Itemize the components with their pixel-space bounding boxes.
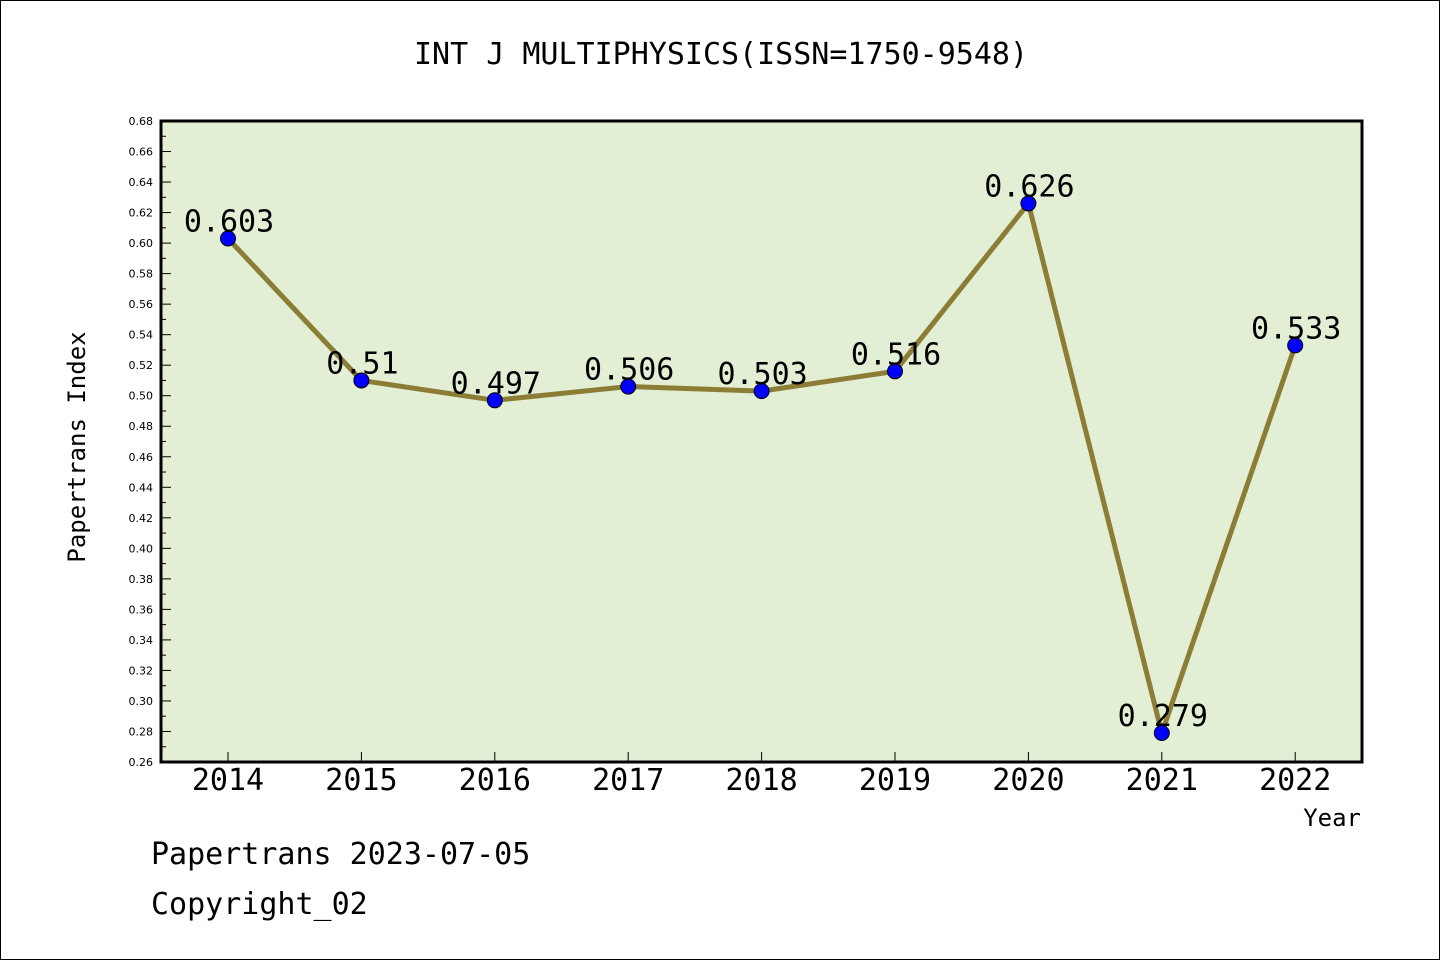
y-tick-label: 0.52 (129, 359, 154, 372)
y-tick-label: 0.36 (129, 603, 154, 616)
plot-area (159, 119, 1364, 764)
y-tick-label: 0.68 (129, 115, 154, 128)
x-tick-label: 2018 (725, 763, 797, 798)
y-tick-label: 0.60 (129, 237, 154, 250)
data-point (486, 392, 503, 409)
y-tick-label: 0.42 (129, 512, 154, 525)
data-markers (220, 195, 1304, 742)
data-label: 0.516 (851, 337, 941, 372)
data-label: 0.503 (717, 357, 807, 392)
y-tick-label: 0.40 (129, 542, 154, 555)
data-point (1287, 337, 1304, 354)
y-tick-label: 0.34 (129, 634, 154, 647)
y-tick-label: 0.44 (129, 481, 154, 494)
data-point (220, 230, 236, 247)
x-tick-label: 2022 (1259, 763, 1331, 798)
x-tick-label: 2020 (992, 763, 1064, 798)
x-tick-label: 2019 (859, 763, 931, 798)
data-label: 0.506 (584, 353, 674, 388)
data-point (887, 363, 903, 380)
chart-title: INT J MULTIPHYSICS(ISSN=1750-9548) (413, 37, 1029, 72)
y-axis: 0.26 0.28 0.30 0.32 0.34 0.36 0.38 0.40 0.42 0.44… (129, 115, 171, 769)
data-label: 0.51 (326, 346, 398, 381)
y-tick-label: 0.38 (129, 573, 154, 586)
y-tick-label: 0.30 (129, 695, 154, 708)
data-label: 0.626 (984, 169, 1074, 204)
x-tick-label: 2014 (192, 763, 264, 798)
y-tick-label: 0.54 (129, 329, 154, 342)
data-label: 0.533 (1251, 311, 1341, 346)
data-label: 0.279 (1118, 699, 1208, 734)
y-tick-label: 0.58 (129, 268, 154, 281)
data-labels: 0.603 0.51 0.497 0.506 0.503 0.516 0.626 0.279 0… (184, 169, 1342, 734)
x-tick-label: 2015 (325, 763, 397, 798)
x-axis-title: Year (1303, 804, 1361, 832)
data-point (353, 372, 370, 389)
footer-copyright: Copyright_02 (151, 887, 368, 922)
x-tick-label: 2016 (459, 763, 531, 798)
x-tick-label: 2021 (1126, 763, 1198, 798)
data-point (753, 383, 770, 400)
x-axis: 2014 2015 2016 2017 2018 2019 2020 2021 2022 (192, 752, 1331, 798)
y-tick-label: 0.56 (129, 298, 154, 311)
data-point (620, 378, 637, 395)
y-tick-label: 0.26 (129, 756, 154, 769)
data-label: 0.497 (451, 366, 541, 401)
footer-date: Papertrans 2023-07-05 (151, 837, 531, 872)
y-tick-label: 0.46 (129, 451, 154, 464)
y-tick-label: 0.32 (129, 664, 154, 677)
x-tick-label: 2017 (592, 763, 664, 798)
y-tick-label: 0.48 (129, 420, 154, 433)
y-tick-label: 0.62 (129, 207, 154, 220)
data-label: 0.603 (184, 205, 274, 240)
y-tick-label: 0.50 (129, 390, 154, 403)
data-point (1020, 195, 1037, 212)
y-tick-label: 0.66 (129, 146, 154, 159)
data-point (1153, 725, 1170, 742)
y-axis-title: Papertrans Index (63, 331, 91, 562)
y-tick-label: 0.64 (129, 176, 154, 189)
y-tick-label: 0.28 (129, 725, 154, 738)
